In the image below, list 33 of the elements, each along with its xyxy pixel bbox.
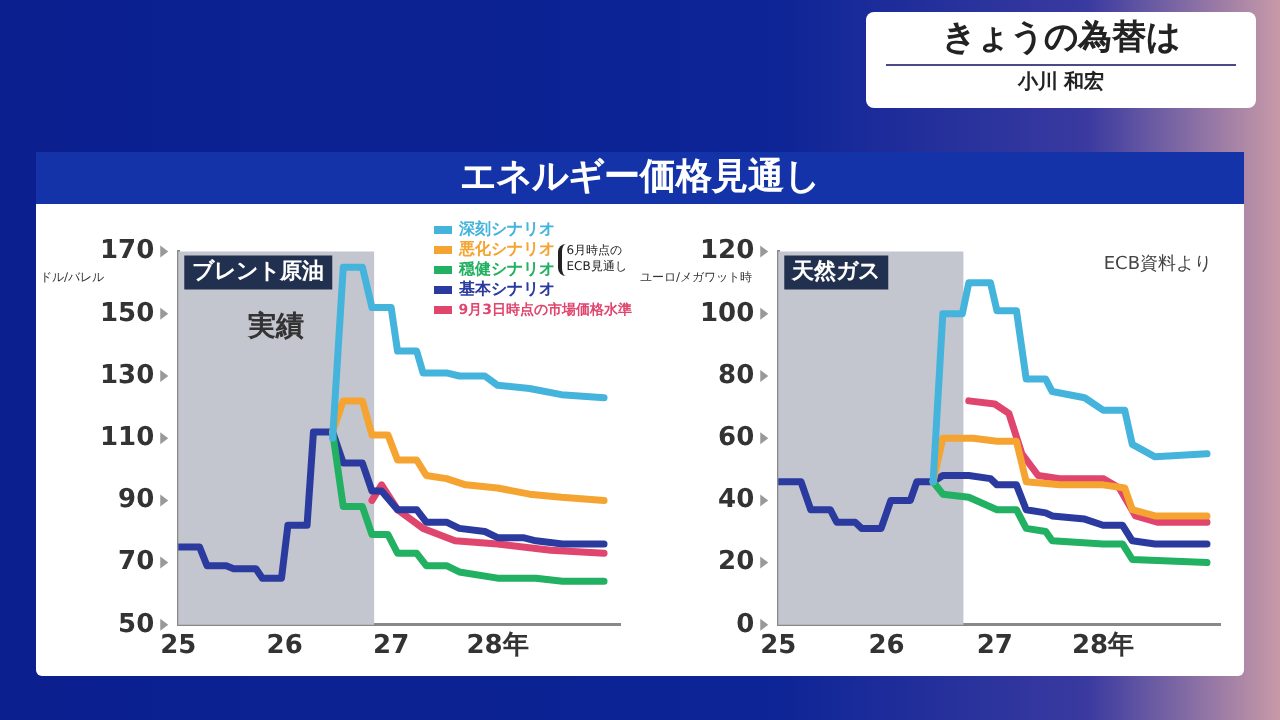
y-tick-label: 120 xyxy=(699,236,755,267)
legend-label: 基本シナリオ xyxy=(456,280,555,300)
legend-label: 穏健シナリオ xyxy=(456,260,555,280)
y-tick-label: 70 xyxy=(118,547,155,578)
x-tick-label: 26 xyxy=(868,631,905,662)
x-tick-label: 25 xyxy=(760,631,797,662)
chart-subtitle: 天然ガス xyxy=(790,258,881,285)
chart-subtitle: ブレント原油 xyxy=(192,258,325,285)
y-tick-label: 40 xyxy=(718,485,755,516)
x-tick-label: 26 xyxy=(266,631,303,662)
annotation: ECB資料より xyxy=(1103,253,1212,276)
y-tick-label: 110 xyxy=(99,422,155,453)
band-label: 実績 xyxy=(248,308,305,343)
text: きょうの為替は xyxy=(886,12,1236,66)
x-tick-label: 28年 xyxy=(466,631,529,662)
x-tick-label: 25 xyxy=(160,631,197,662)
legend-label: 悪化シナリオ xyxy=(456,240,555,260)
y-tick-label: 150 xyxy=(99,298,155,329)
chart-title: エネルギー価格見通し xyxy=(36,152,1244,204)
y-tick-label: 90 xyxy=(118,485,155,516)
y-tick-label: 0 xyxy=(736,609,755,640)
x-tick-label: 28年 xyxy=(1071,631,1135,662)
y-tick-label: 100 xyxy=(699,298,755,329)
x-tick-label: 27 xyxy=(976,631,1013,662)
y-tick-label: 130 xyxy=(99,360,155,391)
y-tick-label: 80 xyxy=(718,360,755,391)
y-tick-label: 60 xyxy=(718,422,755,453)
y-tick-label: 50 xyxy=(118,609,155,640)
y-tick-label: 20 xyxy=(718,547,755,578)
text: 小川 和宏 xyxy=(1015,69,1107,98)
x-tick-label: 27 xyxy=(373,631,410,662)
y-tick-label: 170 xyxy=(99,236,155,267)
legend-label: 深刻シナリオ xyxy=(456,220,555,240)
